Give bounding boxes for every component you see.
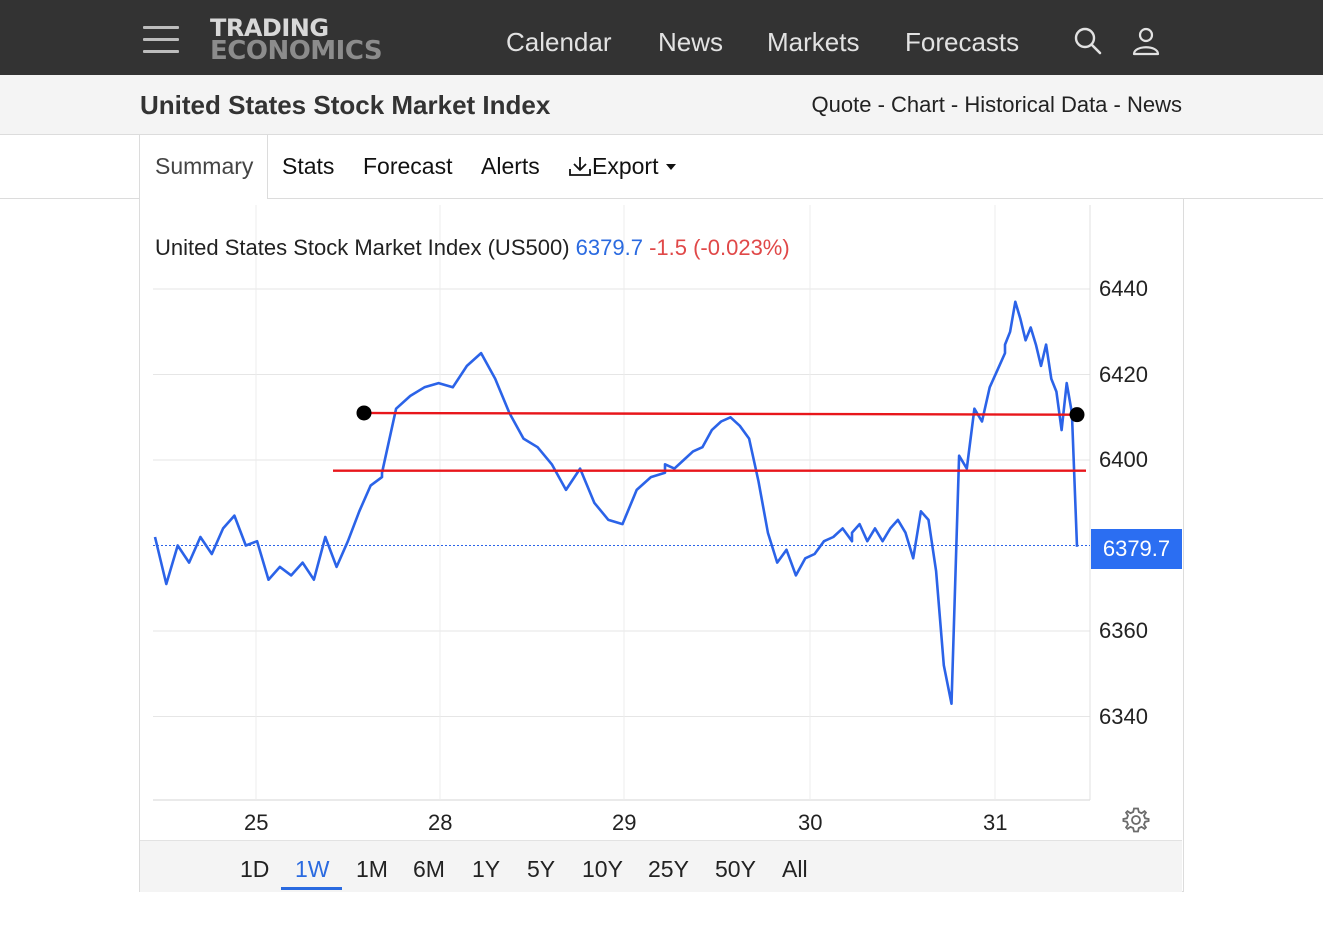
link-separator: - (945, 92, 965, 117)
x-tick-label: 30 (798, 810, 822, 836)
link-news[interactable]: News (1127, 92, 1182, 117)
logo-line2: ECONOMICS (210, 40, 382, 63)
x-tick-label: 28 (428, 810, 452, 836)
legend-price: 6379.7 (576, 235, 643, 260)
legend-change: -1.5 (-0.023%) (649, 235, 790, 260)
menu-icon[interactable] (143, 26, 179, 54)
link-separator: - (871, 92, 891, 117)
x-tick-label: 25 (244, 810, 268, 836)
nav-news[interactable]: News (658, 27, 723, 58)
active-range-underline (281, 887, 342, 890)
site-logo[interactable]: TRADING ECONOMICS (210, 17, 382, 63)
tab-forecast[interactable]: Forecast (363, 153, 452, 180)
user-icon[interactable] (1131, 26, 1161, 56)
x-tick-label: 31 (983, 810, 1007, 836)
link-historical-data[interactable]: Historical Data (964, 92, 1107, 117)
link-quote[interactable]: Quote (812, 92, 872, 117)
chart-legend: United States Stock Market Index (US500)… (155, 235, 790, 261)
download-icon (568, 155, 592, 177)
range-button-1d[interactable]: 1D (240, 856, 269, 883)
nav-calendar[interactable]: Calendar (506, 27, 612, 58)
nav-forecasts[interactable]: Forecasts (905, 27, 1019, 58)
caret-down-icon (665, 162, 677, 172)
search-icon[interactable] (1073, 26, 1103, 56)
range-button-6m[interactable]: 6M (413, 856, 445, 883)
range-button-1m[interactable]: 1M (356, 856, 388, 883)
y-tick-label: 6440 (1099, 276, 1148, 302)
chart-container (139, 199, 1184, 892)
link-separator: - (1107, 92, 1127, 117)
y-tick-label: 6360 (1099, 618, 1148, 644)
y-tick-label: 6420 (1099, 362, 1148, 388)
page-title: United States Stock Market Index (140, 90, 550, 121)
range-button-5y[interactable]: 5Y (527, 856, 555, 883)
range-button-25y[interactable]: 25Y (648, 856, 689, 883)
nav-markets[interactable]: Markets (767, 27, 859, 58)
link-chart[interactable]: Chart (891, 92, 945, 117)
tab-alerts[interactable]: Alerts (481, 153, 540, 180)
gear-icon[interactable] (1122, 806, 1150, 834)
legend-name: United States Stock Market Index (US500) (155, 235, 570, 260)
y-tick-label: 6340 (1099, 704, 1148, 730)
range-button-1y[interactable]: 1Y (472, 856, 500, 883)
tab-export[interactable]: Export (568, 153, 677, 180)
range-button-50y[interactable]: 50Y (715, 856, 756, 883)
range-button-10y[interactable]: 10Y (582, 856, 623, 883)
range-button-1w[interactable]: 1W (295, 856, 330, 883)
x-tick-label: 29 (612, 810, 636, 836)
range-button-all[interactable]: All (782, 856, 808, 883)
subheader-links: Quote - Chart - Historical Data - News (812, 92, 1182, 118)
export-label: Export (592, 153, 658, 179)
tab-summary[interactable]: Summary (155, 153, 253, 180)
y-tick-label: 6400 (1099, 447, 1148, 473)
last-price-tag: 6379.7 (1091, 529, 1182, 569)
tab-stats[interactable]: Stats (282, 153, 334, 180)
